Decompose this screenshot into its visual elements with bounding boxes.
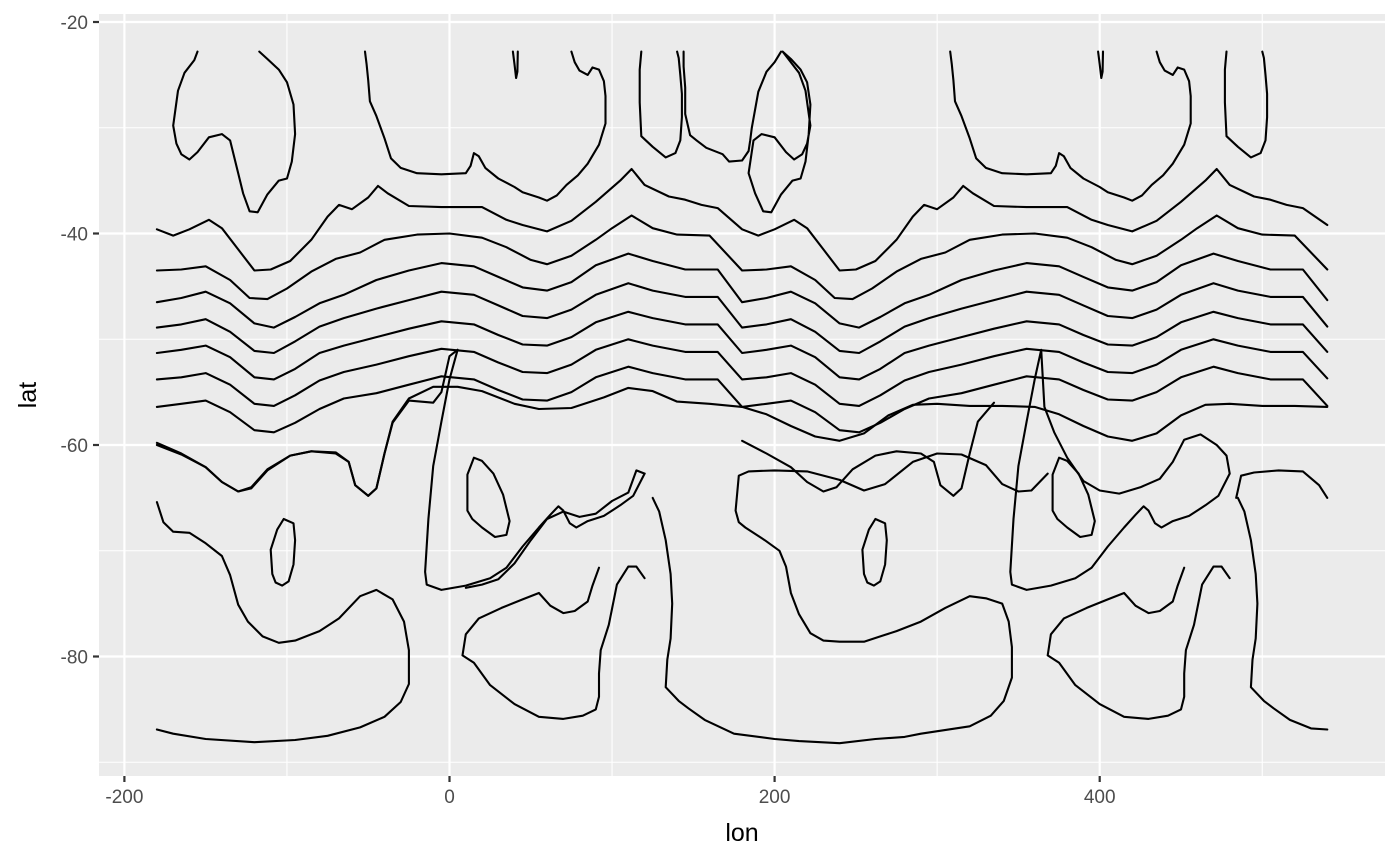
contour-line-16 — [464, 469, 646, 589]
x-axis: -200 0 200 400 — [105, 776, 1116, 808]
contour-line-13 — [466, 456, 511, 539]
y-axis-title: lat — [14, 382, 42, 408]
contour-line-20 — [1009, 348, 1231, 591]
contour-line-29 — [747, 50, 812, 214]
contour-line-9 — [155, 348, 459, 497]
x-tick-label: -200 — [105, 787, 143, 808]
contour-line-21 — [1046, 565, 1231, 720]
contour-line-26 — [511, 50, 519, 80]
contour-line-27 — [638, 50, 683, 159]
contour-line-15 — [461, 565, 646, 720]
contour-line-32 — [1223, 50, 1269, 159]
contour-line-12 — [269, 517, 297, 587]
contour-line-11 — [155, 501, 410, 744]
contour-line-5 — [155, 310, 1329, 381]
contour-line-2 — [155, 214, 1329, 301]
contour-line-4 — [155, 282, 1329, 355]
contour-line-1 — [155, 167, 1329, 272]
x-axis-title: lon — [725, 819, 758, 847]
x-tick-label: 400 — [1084, 787, 1116, 808]
y-tick-label: -20 — [61, 13, 88, 34]
contour-line-31 — [1097, 50, 1105, 80]
contour-line-22 — [1236, 496, 1329, 731]
contour-line-25 — [363, 50, 607, 202]
contour-lines — [155, 50, 1329, 745]
y-tick-label: -80 — [61, 648, 88, 669]
y-axis: -20 -40 -60 -80 — [61, 13, 99, 669]
contour-line-30 — [949, 50, 1192, 202]
contour-line-10 — [741, 401, 996, 497]
y-tick-label: -40 — [61, 225, 88, 246]
contour-line-23 — [1235, 469, 1329, 499]
contour-line-18 — [861, 517, 888, 587]
x-tick-label: 0 — [444, 787, 455, 808]
contour-line-14 — [424, 348, 646, 591]
contour-line-28 — [682, 50, 783, 163]
x-tick-label: 200 — [759, 787, 791, 808]
contour-line-24 — [172, 50, 297, 214]
gridlines — [99, 14, 1385, 776]
contour-line-6 — [155, 338, 1329, 407]
y-tick-label: -60 — [61, 436, 88, 457]
plot-panel — [99, 14, 1385, 776]
contour-line-17 — [651, 452, 1049, 745]
contour-line-3 — [155, 252, 1329, 329]
